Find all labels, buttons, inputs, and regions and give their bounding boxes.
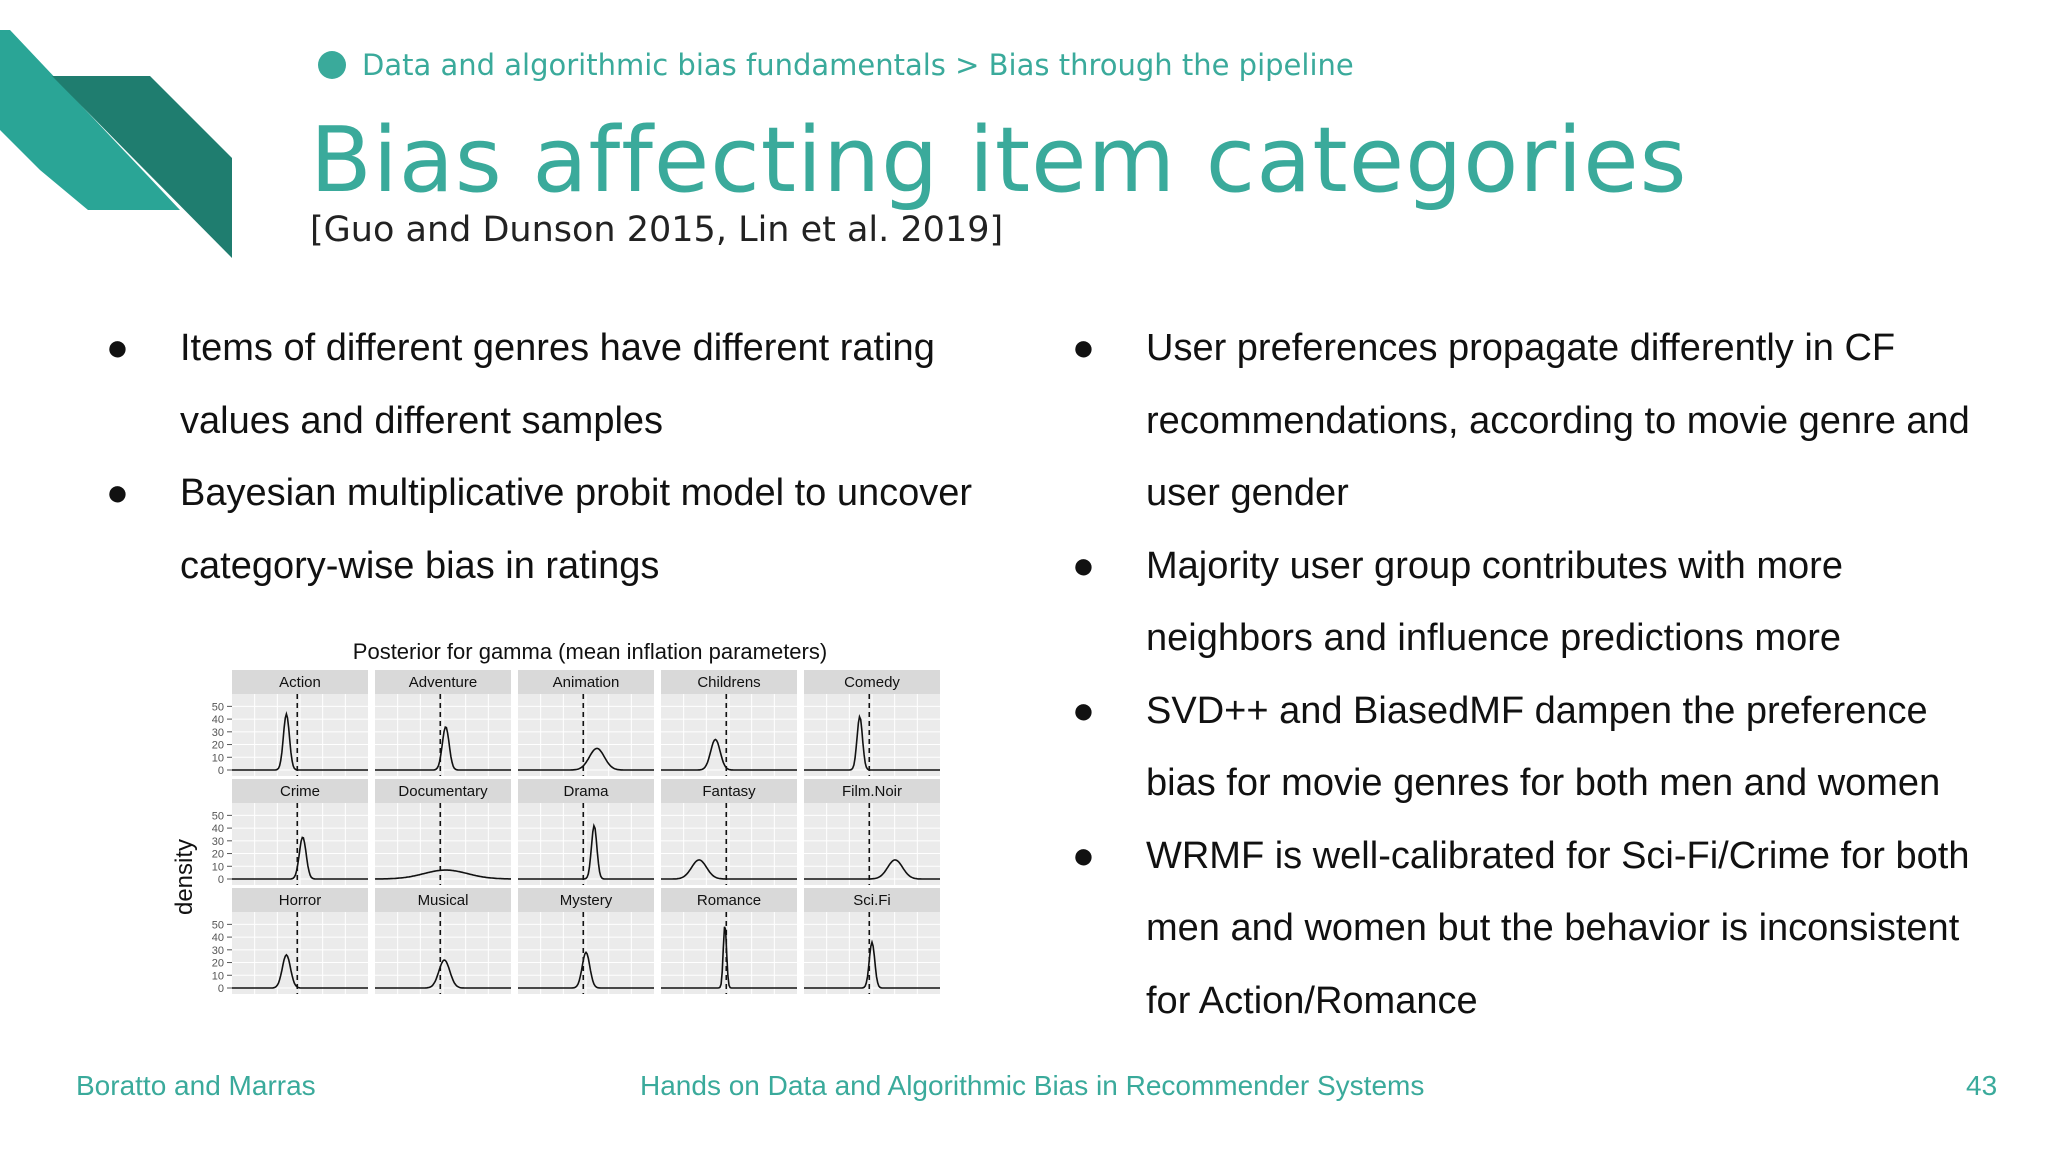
density-curve — [374, 869, 511, 880]
panel-strip — [518, 888, 654, 912]
panel-label: Sci.Fi — [853, 892, 891, 909]
panel-strip — [375, 779, 511, 803]
panel-strip — [232, 670, 368, 694]
density-curve — [661, 738, 797, 771]
y-tick-label: 30 — [212, 727, 224, 739]
panel-label: Childrens — [697, 674, 760, 691]
panel-strip — [518, 779, 654, 803]
y-tick-label: 20 — [212, 740, 224, 752]
density-curve — [518, 822, 654, 880]
y-tick-label: 40 — [212, 932, 224, 944]
footer-course-title: Hands on Data and Algorithmic Bias in Re… — [640, 1070, 1425, 1101]
panel-label: Horror — [279, 892, 322, 909]
breadcrumb-dot-icon — [318, 51, 346, 79]
left-bullet: ● Items of different genres have differe… — [100, 312, 1020, 457]
panel-strip — [804, 779, 940, 803]
panel-strip — [375, 670, 511, 694]
y-tick-label: 0 — [218, 874, 224, 886]
right-bullet: ● WRMF is well-calibrated for Sci-Fi/Cri… — [1066, 820, 2006, 1038]
breadcrumb-text: Data and algorithmic bias fundamentals >… — [362, 48, 1354, 82]
right-column: ● User preferences propagate differently… — [1066, 312, 2006, 1037]
panel-strip — [232, 779, 368, 803]
bullet-icon: ● — [1072, 327, 1095, 369]
y-tick-label: 30 — [212, 836, 224, 848]
footer-authors: Boratto and Marras — [76, 1070, 316, 1101]
panel-label: Crime — [280, 783, 320, 800]
slide-citation: [Guo and Dunson 2015, Lin et al. 2019] — [310, 210, 1004, 250]
chart-title: Posterior for gamma (mean inflation para… — [353, 639, 827, 664]
right-bullet: ● Majority user group contributes with m… — [1066, 530, 2006, 675]
y-tick-label: 50 — [212, 701, 224, 713]
y-tick-label: 0 — [218, 765, 224, 777]
panel-strip — [518, 670, 654, 694]
density-curve — [232, 836, 368, 880]
density-curve — [232, 711, 368, 771]
bullet-text: User preferences propagate differently i… — [1146, 327, 1970, 514]
left-bullet: ● Bayesian multiplicative probit model t… — [100, 457, 1020, 602]
right-bullet: ● SVD++ and BiasedMF dampen the preferen… — [1066, 675, 2006, 820]
y-tick-label: 50 — [212, 810, 224, 822]
bullet-icon: ● — [1072, 544, 1095, 587]
right-bullet: ● User preferences propagate differently… — [1066, 312, 2006, 530]
panel-label: Documentary — [398, 783, 488, 800]
density-curve — [661, 926, 797, 989]
y-tick-label: 50 — [212, 919, 224, 931]
page-number: 43 — [1966, 1070, 1998, 1101]
posterior-density-chart: Posterior for gamma (mean inflation para… — [171, 639, 940, 995]
bullet-text: Items of different genres have different… — [180, 327, 935, 442]
y-tick-label: 20 — [212, 958, 224, 970]
density-curve — [518, 951, 654, 989]
panel-strip — [375, 888, 511, 912]
panel-strip — [804, 888, 940, 912]
panel-label: Romance — [697, 892, 761, 909]
panel-strip — [661, 888, 797, 912]
panel-strip — [804, 670, 940, 694]
bullet-icon: ● — [106, 327, 129, 369]
left-column: ● Items of different genres have differe… — [100, 312, 1020, 602]
bullet-icon: ● — [1072, 834, 1095, 877]
y-axis-label: density — [171, 839, 198, 915]
panel-strip — [661, 779, 797, 803]
bullet-text: SVD++ and BiasedMF dampen the preference… — [1146, 689, 1941, 805]
density-curve — [804, 713, 940, 771]
panel-label: Animation — [553, 674, 620, 691]
density-curve — [232, 953, 368, 989]
panel-label: Film.Noir — [842, 783, 902, 800]
bullet-text: Majority user group contributes with mor… — [1146, 544, 1843, 660]
panel-strip — [232, 888, 368, 912]
y-tick-label: 10 — [212, 752, 224, 764]
y-tick-label: 10 — [212, 861, 224, 873]
panel-label: Fantasy — [702, 783, 756, 800]
y-tick-label: 10 — [212, 970, 224, 982]
density-curve — [518, 747, 654, 771]
panel-label: Adventure — [409, 674, 477, 691]
density-curve — [375, 725, 511, 771]
panel-label: Musical — [418, 892, 469, 909]
corner-decoration — [0, 30, 232, 258]
panel-label: Drama — [563, 783, 609, 800]
slide-title: Bias affecting item categories — [310, 108, 1688, 213]
density-curve — [804, 859, 940, 880]
bullet-text: WRMF is well-calibrated for Sci-Fi/Crime… — [1146, 834, 1970, 1022]
y-tick-label: 40 — [212, 714, 224, 726]
density-curve — [661, 859, 797, 880]
y-tick-label: 0 — [218, 983, 224, 995]
panel-label: Comedy — [844, 674, 900, 691]
bullet-icon: ● — [106, 472, 129, 514]
panel-label: Action — [279, 674, 321, 691]
y-tick-label: 20 — [212, 849, 224, 861]
panel-label: Mystery — [560, 892, 613, 909]
density-curve — [375, 959, 511, 989]
bullet-text: Bayesian multiplicative probit model to … — [180, 472, 973, 587]
bullet-icon: ● — [1072, 689, 1095, 732]
density-curve — [804, 939, 940, 989]
breadcrumb: Data and algorithmic bias fundamentals >… — [318, 48, 1354, 82]
panel-strip — [661, 670, 797, 694]
y-tick-label: 30 — [212, 945, 224, 957]
y-tick-label: 40 — [212, 823, 224, 835]
